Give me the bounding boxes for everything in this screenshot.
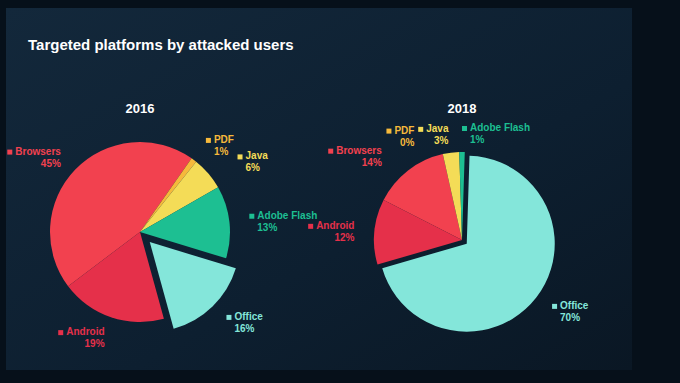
category-label: Office [234, 311, 263, 322]
data-label: 12% [334, 232, 354, 243]
label-marker [386, 129, 391, 134]
label-marker [206, 138, 211, 143]
category-label: Adobe Flash [257, 210, 317, 221]
category-label: Browsers [336, 145, 382, 156]
label-marker [238, 154, 243, 159]
slice-label: Android12% [308, 220, 354, 243]
category-label: Adobe Flash [470, 122, 530, 133]
slice-label: Office16% [226, 311, 263, 334]
data-label: 3% [434, 135, 449, 146]
slice-label: Adobe Flash1% [462, 122, 530, 145]
data-label: 1% [214, 146, 229, 157]
slice-label: Java3% [418, 123, 449, 146]
slice-label: Browsers45% [7, 146, 61, 169]
category-label: Android [316, 220, 354, 231]
category-label: Java [246, 150, 269, 161]
data-label: 13% [257, 222, 277, 233]
screen [6, 8, 632, 370]
label-marker [328, 149, 333, 154]
pie-chart: 2018 Adobe Flash1% Office70% Android12% Java… [308, 101, 589, 332]
pie-slice [374, 200, 462, 265]
slide: Targeted platforms by attacked users 2016… [0, 0, 680, 383]
data-label: 0% [400, 137, 415, 148]
slices [50, 142, 236, 329]
label-marker [418, 127, 423, 132]
chart-title: 2018 [448, 101, 477, 116]
category-label: Java [426, 123, 449, 134]
category-label: PDF [214, 134, 234, 145]
slice-label: PDF0% [386, 125, 414, 148]
data-label: 16% [234, 323, 254, 334]
slice-label: PDF1% [206, 134, 234, 157]
pie-slice [68, 232, 164, 322]
slice-label: Adobe Flash13% [249, 210, 317, 233]
label-marker [58, 330, 63, 335]
category-label: Android [66, 326, 104, 337]
category-label: Office [560, 300, 589, 311]
data-label: 6% [246, 162, 261, 173]
pie-chart: 2016PDF1%Java6%Adobe Flash13%Office16%An… [7, 101, 317, 349]
label-marker [226, 315, 231, 320]
category-label: Browsers [15, 146, 61, 157]
slice-label: Office70% [552, 300, 589, 323]
label-marker [308, 224, 313, 229]
label-marker [552, 304, 557, 309]
label-marker [7, 150, 12, 155]
label-marker [462, 126, 467, 131]
pie-slice [443, 152, 462, 240]
data-label: 1% [470, 134, 485, 145]
slice-label: Android19% [58, 326, 104, 349]
label-marker [249, 214, 254, 219]
data-label: 14% [362, 157, 382, 168]
labels: PDF1%Java6%Adobe Flash13%Office16%Androi… [7, 134, 317, 349]
backdrop [0, 0, 680, 383]
pie-slice [459, 152, 465, 240]
slice-label: Browsers14% [328, 145, 382, 168]
data-label: 19% [85, 338, 105, 349]
data-label: 70% [560, 312, 580, 323]
slice-label: Java6% [238, 150, 269, 173]
chart-title: 2016 [126, 101, 155, 116]
labels: Adobe Flash1%Office70%Android12%Java3%PD… [308, 122, 589, 323]
slide-title: Targeted platforms by attacked users [28, 36, 294, 53]
data-label: 45% [41, 158, 61, 169]
category-label: PDF [394, 125, 414, 136]
slices [374, 152, 555, 332]
